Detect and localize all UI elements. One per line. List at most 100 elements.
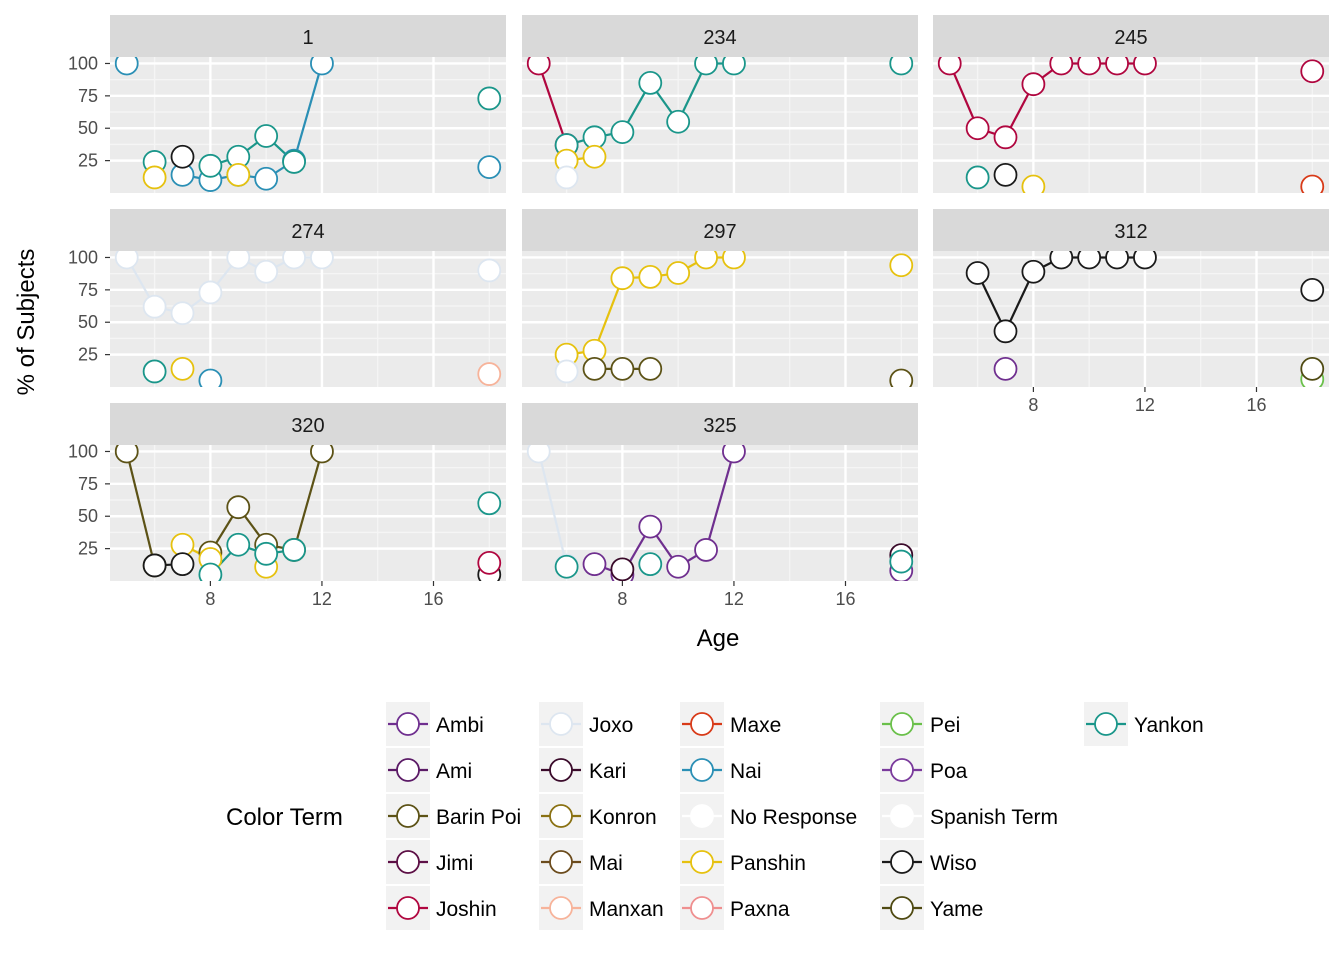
facet-strip-label: 297	[703, 221, 736, 243]
data-point-joshin	[965, 116, 990, 141]
legend-item-spanish-term: Spanish Term	[880, 794, 1058, 838]
data-point-manxan	[477, 362, 502, 386]
legend-item-nai: Nai	[680, 748, 762, 792]
legend-item-ambi: Ambi	[386, 702, 484, 746]
data-point-panshin	[226, 162, 251, 187]
legend-item-barin-poi: Barin Poi	[386, 794, 521, 838]
data-point-joshin	[937, 57, 962, 76]
data-point-panshin	[142, 165, 167, 190]
legend-item-jimi: Jimi	[386, 840, 473, 884]
data-point-ambi	[722, 445, 746, 464]
x-tick-label: 16	[835, 589, 855, 609]
legend-title: Color Term	[226, 804, 343, 831]
facet-panel-234: 234	[522, 15, 918, 193]
data-point-yankon	[722, 57, 746, 76]
x-tick-label: 8	[617, 589, 627, 609]
data-point-panshin	[170, 356, 195, 381]
data-point-wiso	[993, 319, 1018, 344]
data-point-panshin	[1021, 174, 1046, 193]
data-point-ambi	[582, 552, 607, 577]
legend-key-marker	[549, 896, 573, 920]
data-point-yankon	[142, 359, 167, 384]
data-point-ambi	[993, 356, 1018, 381]
legend-key-marker	[1094, 712, 1118, 736]
legend-item-pei: Pei	[880, 702, 960, 746]
facet-panel-312: 312 8 12 16	[933, 209, 1329, 415]
legend-item-konron: Konron	[539, 794, 657, 838]
data-point-joshin	[1300, 59, 1325, 84]
panel-data	[526, 57, 914, 190]
facet-panel-274: 274 25 50 75 100	[68, 209, 506, 387]
facet-strip-label: 325	[703, 415, 736, 437]
legend-label: Ambi	[436, 714, 484, 737]
data-point-joshin	[1105, 57, 1129, 76]
panel-background	[522, 251, 918, 387]
legend-key-marker	[396, 712, 420, 736]
data-point-ambi	[638, 514, 663, 539]
series-line-nai	[292, 63, 324, 161]
series-line-joxo	[537, 451, 568, 566]
legend-key-marker	[690, 758, 714, 782]
y-tick-label: 25	[78, 151, 98, 171]
legend-label: Spanish Term	[930, 806, 1058, 829]
data-point-wiso	[965, 261, 990, 285]
x-tick-label: 16	[1246, 395, 1266, 415]
legend-label: Poa	[930, 760, 968, 783]
data-point-nai	[114, 57, 139, 76]
panel-data	[114, 57, 502, 192]
data-point-nai	[477, 155, 502, 179]
y-tick-label: 50	[78, 506, 98, 526]
data-point-wiso	[1300, 277, 1325, 302]
data-point-wiso	[993, 162, 1018, 187]
panel-data	[526, 445, 914, 581]
facet-strip	[933, 209, 1329, 251]
data-point-barin-poi	[610, 356, 635, 381]
data-point-joxo	[554, 165, 579, 190]
legend-label: Wiso	[930, 852, 977, 875]
data-point-yankon	[198, 562, 223, 581]
data-point-yankon	[477, 86, 502, 111]
data-point-ambi	[666, 554, 691, 579]
facet-strip	[522, 403, 918, 445]
legend-item-joshin: Joshin	[386, 886, 497, 930]
x-axis-title: Age	[697, 625, 740, 652]
y-axis-title: % of Subjects	[13, 249, 40, 396]
legend-key-marker	[549, 850, 573, 874]
legend-item-manxan: Manxan	[539, 886, 664, 930]
data-point-ambi	[694, 538, 718, 562]
legend-label: Yankon	[1134, 714, 1204, 737]
data-point-joxo	[254, 259, 279, 284]
data-point-yankon	[638, 552, 663, 577]
y-tick-label: 50	[78, 312, 98, 332]
legend-key-marker	[396, 850, 420, 874]
legend-key-marker	[549, 804, 573, 828]
data-point-yankon	[889, 57, 914, 76]
data-point-kari	[610, 557, 635, 581]
legend-item-yame: Yame	[880, 886, 983, 930]
data-point-yankon	[889, 549, 914, 574]
data-point-joshin	[1077, 57, 1102, 76]
data-point-joxo	[114, 251, 139, 270]
data-point-panshin	[666, 261, 691, 285]
facet-strip-label: 234	[703, 27, 736, 49]
legend-key-marker	[396, 896, 420, 920]
y-tick-label: 25	[78, 345, 98, 365]
panel-background	[933, 57, 1329, 193]
data-point-yankon	[226, 532, 251, 557]
data-point-wiso	[1049, 251, 1074, 270]
series-line-barin-poi	[125, 451, 156, 566]
y-tick-label: 50	[78, 118, 98, 138]
legend-label: Barin Poi	[436, 806, 521, 829]
data-point-barin-poi	[310, 445, 334, 464]
data-point-yankon	[282, 538, 306, 562]
data-point-panshin	[638, 265, 663, 289]
data-point-wiso	[1077, 251, 1102, 270]
data-point-joshin	[993, 125, 1018, 150]
data-point-joxo	[477, 258, 502, 283]
legend-label: Joshin	[436, 898, 497, 921]
legend-item-poa: Poa	[880, 748, 968, 792]
x-tick-label: 12	[1135, 395, 1155, 415]
legend-key-marker	[890, 850, 914, 874]
panel-data	[114, 445, 502, 581]
panel-background	[110, 445, 506, 581]
